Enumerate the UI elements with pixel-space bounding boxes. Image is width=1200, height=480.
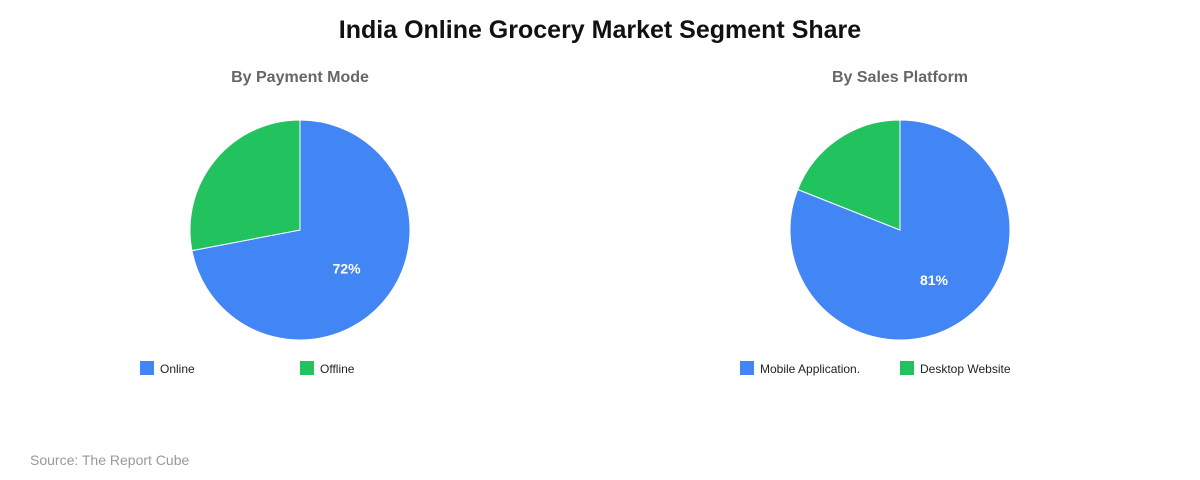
pie-slice-offline xyxy=(189,119,301,252)
payment-mode-pie-chart: By Payment Mode 72% Online Offline xyxy=(140,69,411,376)
legend-label-offline: Offline xyxy=(320,362,355,376)
chart-subtitle: By Payment Mode xyxy=(231,69,369,86)
legend-swatch-online xyxy=(140,361,154,375)
slice-data-label: 72% xyxy=(333,261,362,277)
pie-slice-online xyxy=(191,119,411,341)
legend-label-online: Online xyxy=(160,362,195,376)
legend-swatch-offline xyxy=(300,361,314,375)
page-title: India Online Grocery Market Segment Shar… xyxy=(338,16,862,44)
legend-swatch-mobile-application xyxy=(740,361,754,375)
chart-subtitle: By Sales Platform xyxy=(832,69,968,86)
pie-slice-desktop-website xyxy=(797,119,901,231)
sales-platform-pie-chart: By Sales Platform 81% Mobile Application. D… xyxy=(740,69,1011,376)
legend-swatch-desktop-website xyxy=(900,361,914,375)
legend-label-mobile-application: Mobile Application. xyxy=(760,362,860,376)
slice-data-label: 81% xyxy=(920,272,949,288)
source-note: Source: The Report Cube xyxy=(30,452,190,468)
legend-label-desktop-website: Desktop Website xyxy=(920,362,1011,376)
